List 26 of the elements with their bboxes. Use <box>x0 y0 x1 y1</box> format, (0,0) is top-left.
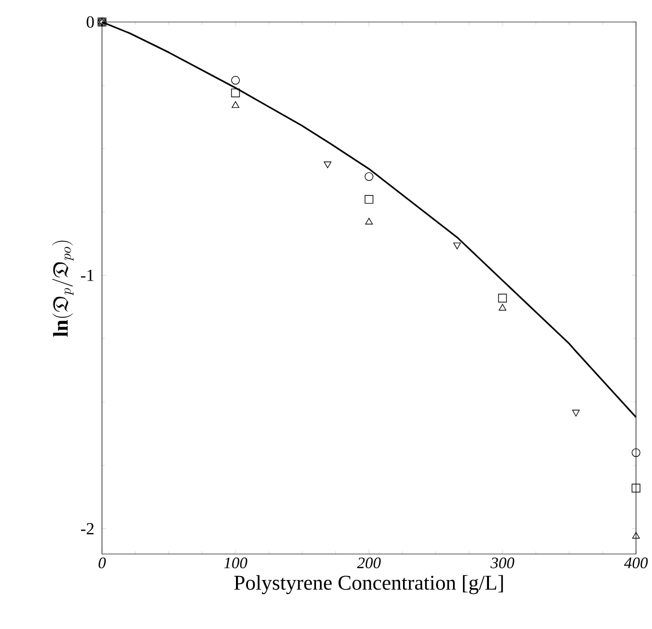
point <box>324 162 332 168</box>
point <box>364 194 374 204</box>
y-tick-label: 0 <box>86 16 94 28</box>
point <box>632 532 640 539</box>
point <box>453 242 461 250</box>
y-tick-label: -1 <box>81 270 94 281</box>
point <box>498 304 506 311</box>
point <box>364 172 374 181</box>
x-tick-label: 300 <box>490 558 514 568</box>
x-axis-title: Polystyrene Concentration [g/L] <box>234 575 503 594</box>
point <box>231 88 240 98</box>
point <box>231 76 240 85</box>
point <box>98 20 106 26</box>
x-tick-label: 100 <box>224 558 248 568</box>
point <box>98 18 106 24</box>
x-tick-label: 0 <box>98 558 106 568</box>
y-axis-title: $\mathrm{\mathbf{ln}}(\mathfrak{D}_{p}/\mathfrak{D}_{po})$ <box>52 240 74 337</box>
x-tick-label: 400 <box>624 558 648 568</box>
point <box>498 294 507 302</box>
point <box>632 448 640 457</box>
point <box>232 101 240 108</box>
point <box>632 484 640 492</box>
point <box>365 218 373 224</box>
y-tick-label: -2 <box>81 523 94 534</box>
point <box>572 410 580 416</box>
x-tick-label: 200 <box>357 558 381 568</box>
